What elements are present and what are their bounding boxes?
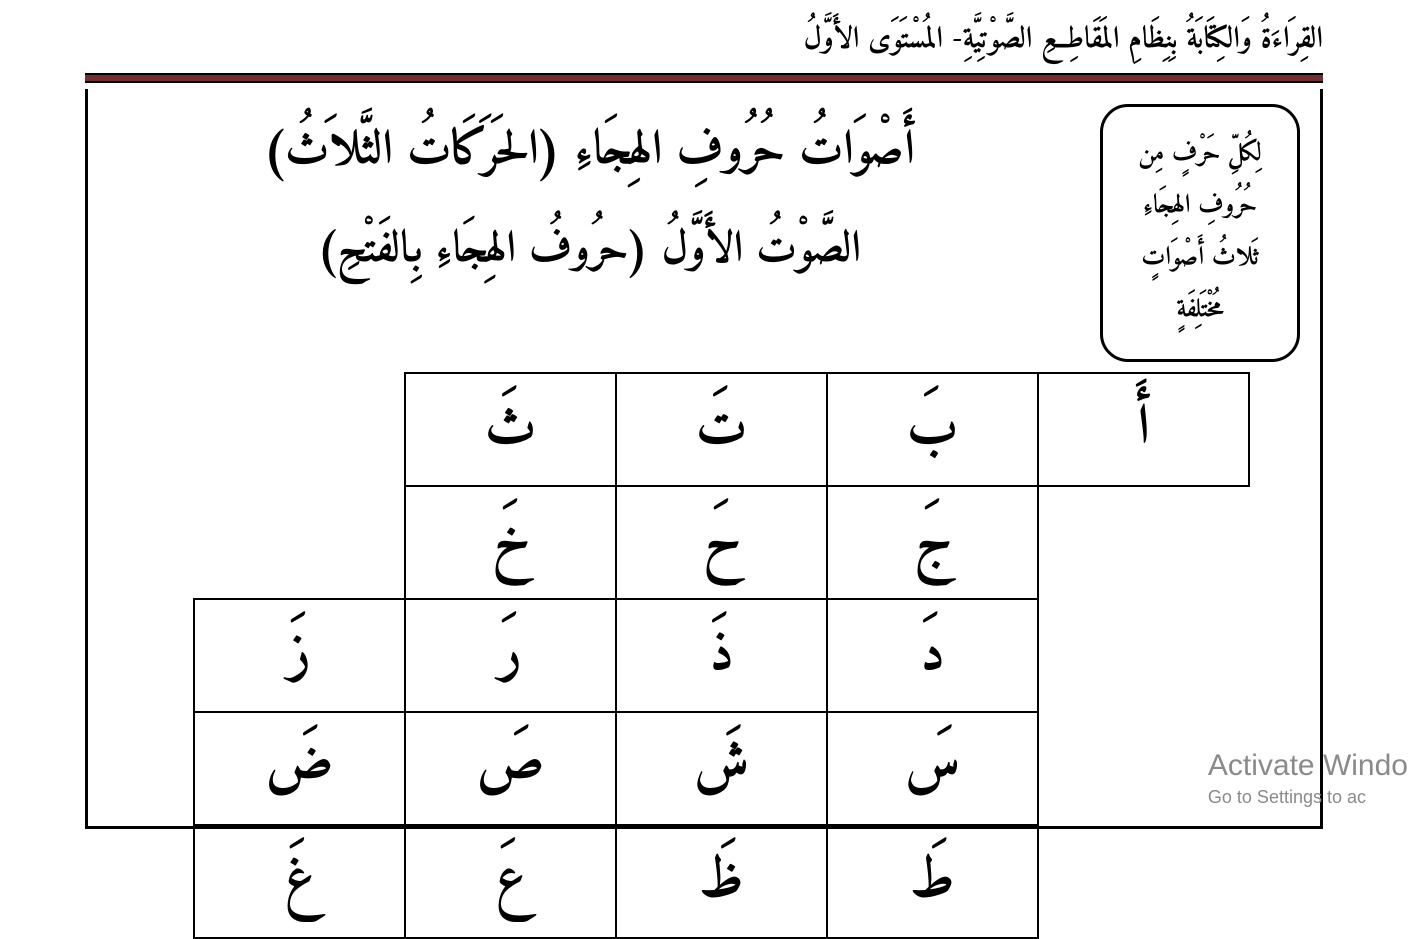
letter-cell: طَ [827,825,1038,938]
empty-cell [1038,599,1249,712]
table-row: خَحَجَ [194,486,1249,599]
table-row: غَعَظَطَ [194,825,1249,938]
letter-cell: ذَ [616,599,827,712]
titles-block: أَصْوَاتُ حُرُوفِ الهِجَاءِ (الحَرَكَاتُ… [98,104,1080,286]
letter-cell: سَ [827,712,1038,825]
letter-cell: رَ [405,599,616,712]
note-line-2: حُرُوفِ الهِجَاءِ [1113,181,1287,233]
header-divider [85,73,1323,83]
table-row: ثَتَبَأَ [194,373,1249,486]
main-title: أَصْوَاتُ حُرُوفِ الهِجَاءِ (الحَرَكَاتُ… [98,104,1080,191]
letter-cell: أَ [1038,373,1249,486]
empty-cell [1038,486,1249,599]
title-row: لِكُلِّ حَرْفٍ مِن حُرُوفِ الهِجَاءِ ثَل… [98,104,1310,362]
letter-cell: خَ [405,486,616,599]
letter-cell: دَ [827,599,1038,712]
document-header: القِرَاءَةُ وَالكِتَابَةُ بِنِظَامِ المَ… [85,8,1323,73]
empty-cell [1038,825,1249,938]
letter-cell: تَ [616,373,827,486]
letter-cell: جَ [827,486,1038,599]
letter-cell: شَ [616,712,827,825]
note-line-1: لِكُلِّ حَرْفٍ مِن [1113,129,1287,181]
letter-cell: زَ [194,599,405,712]
empty-cell [194,486,405,599]
letter-cell: ظَ [616,825,827,938]
page-container: القِرَاءَةُ وَالكِتَابَةُ بِنِظَامِ المَ… [85,8,1323,838]
table-row: زَرَذَدَ [194,599,1249,712]
note-line-4: مُخْتَلِفَةٍ [1113,285,1287,337]
letter-cell: حَ [616,486,827,599]
note-line-3: ثَلاثُ أَصْوَاتٍ [1113,233,1287,285]
letter-cell: ثَ [405,373,616,486]
note-box: لِكُلِّ حَرْفٍ مِن حُرُوفِ الهِجَاءِ ثَل… [1100,104,1300,362]
empty-cell [1038,712,1249,825]
content-frame: لِكُلِّ حَرْفٍ مِن حُرُوفِ الهِجَاءِ ثَل… [85,89,1323,829]
letter-cell: بَ [827,373,1038,486]
empty-cell [194,373,405,486]
letter-cell: ضَ [194,712,405,825]
sub-title: الصَّوْتُ الأَوَّلُ (حرُوفُ الهِجَاءِ بِ… [98,216,1080,286]
letter-cell: عَ [405,825,616,938]
letters-table: ثَتَبَأَخَحَجَزَرَذَدَضَصَشَسَغَعَظَطَ [193,372,1250,939]
letter-cell: غَ [194,825,405,938]
letters-grid: ثَتَبَأَخَحَجَزَرَذَدَضَصَشَسَغَعَظَطَ [98,372,1310,939]
table-row: ضَصَشَسَ [194,712,1249,825]
letter-cell: صَ [405,712,616,825]
